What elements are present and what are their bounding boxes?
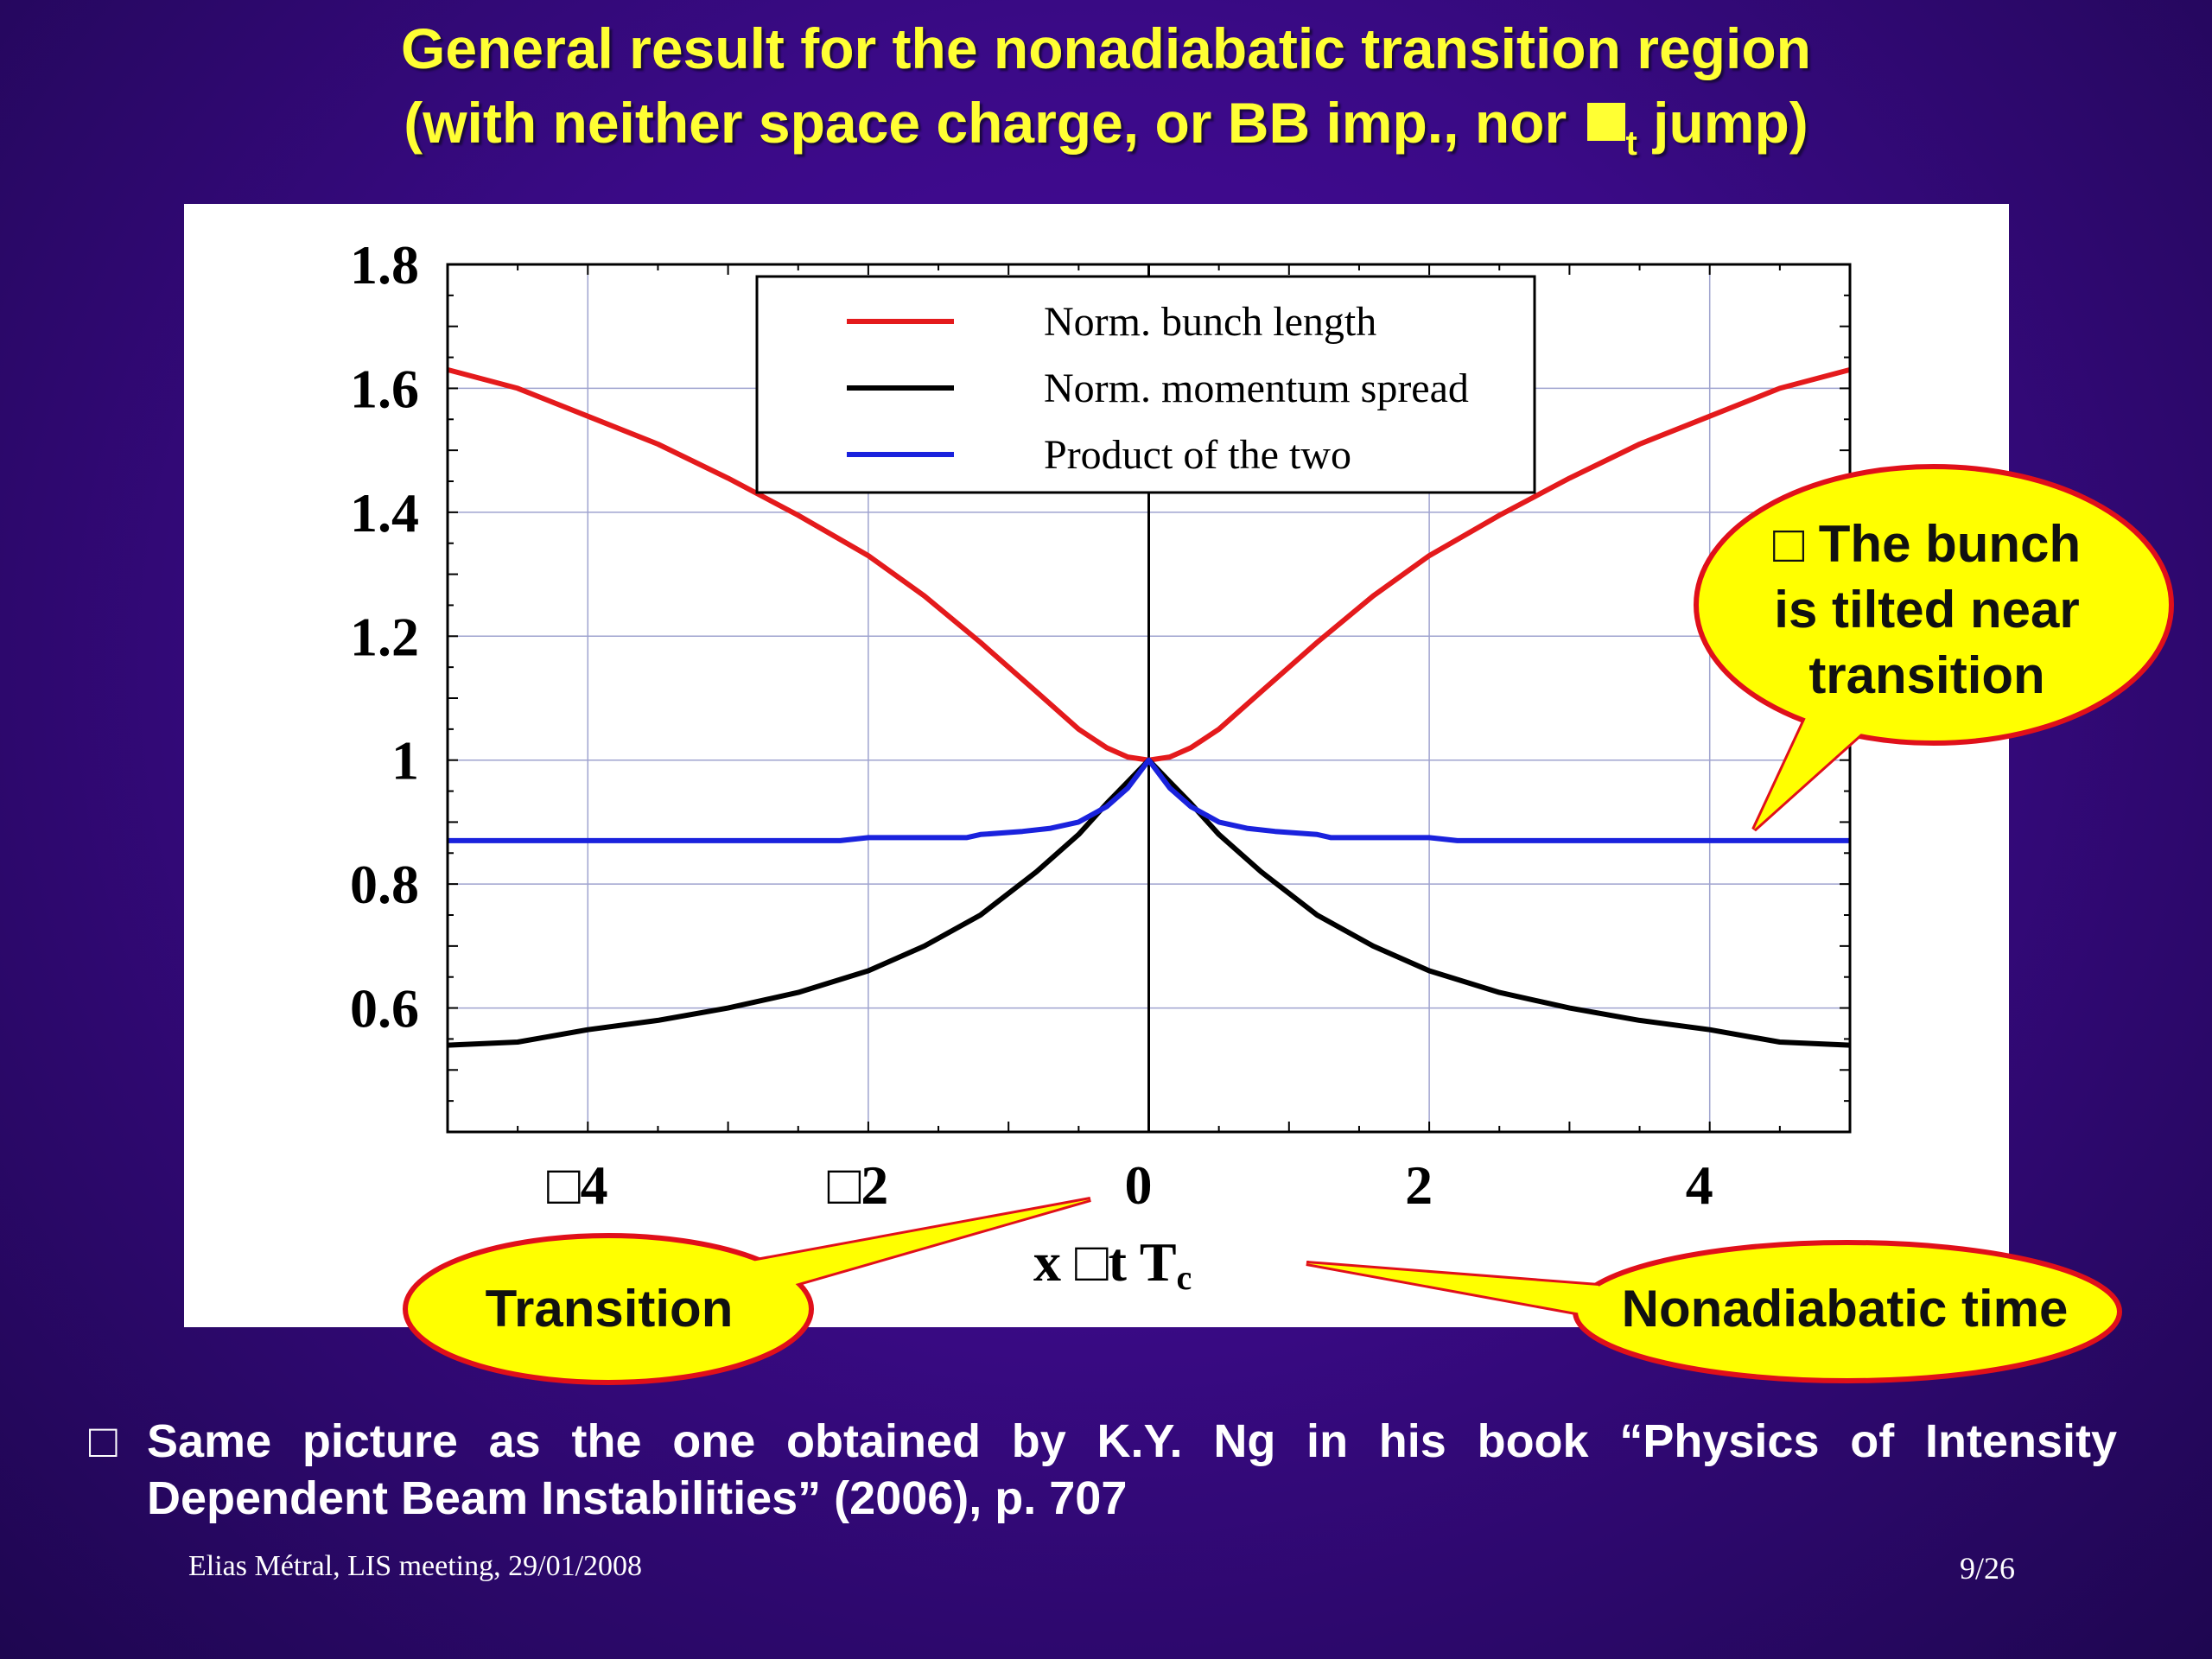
legend-label-2: Norm. momentum spread [1044,365,1469,411]
callout-transition-ellipse [403,1233,814,1385]
y-tick-label: 1.8 [350,234,419,296]
bullet-note: □ Same picture as the one obtained by K.… [89,1413,2117,1527]
gamma-square-glyph [1587,103,1626,141]
x-axis-label: x □t Tc [1033,1231,1192,1297]
x-axis-label-part: c [1177,1258,1192,1297]
legend-label-1: Norm. bunch length [1044,299,1376,345]
slide-title-line1: General result for the nonadiabatic tran… [401,16,1811,80]
footer-page-number: 9/26 [1960,1551,2016,1586]
callout-transition [403,1197,1091,1385]
callout-nonadiabatic-tail-fill [1306,1263,1609,1319]
slide-title-line2: (with neither space charge, or BB imp., … [0,90,2212,163]
x-axis-label-part: T [1127,1231,1177,1293]
x-tick-label: □4 [547,1154,608,1216]
callout-nonadiabatic [1306,1240,2122,1383]
x-axis-label-part: x [1033,1231,1061,1293]
bullet-text: Same picture as the one obtained by K.Y.… [147,1415,2117,1524]
x-tick-label: 2 [1405,1154,1433,1216]
title-subscript: t [1625,124,1637,162]
callout-nonadiabatic-text: Nonadiabatic time [1621,1280,2069,1338]
x-axis-label-part: t [1109,1231,1128,1293]
title-line2-pre: (with neither space charge, or BB imp., … [404,91,1583,155]
callout-tilt-line2: is tilted near [1774,581,2080,639]
legend-label-3: Product of the two [1044,432,1351,478]
callout-tilt-ellipse [1694,464,2174,746]
bullet-glyph: □ [89,1415,118,1467]
callout-tilt-tail-fill [1754,709,1879,830]
callout-tilt-line3: transition [1808,646,2045,704]
title-line2-post: jump) [1637,91,1808,155]
callout-transition-tail-fill [752,1199,1090,1289]
y-tick-label: 0.6 [350,978,419,1039]
series-line-3 [448,757,1850,843]
x-tick-label: □2 [828,1154,889,1216]
x-axis-label-part: □ [1061,1231,1109,1293]
callout-tilt [1694,464,2174,832]
x-tick-label: 4 [1686,1154,1713,1216]
footer-author: Elias Métral, LIS meeting, 29/01/2008 [188,1550,643,1582]
x-tick-label: 0 [1125,1154,1153,1216]
y-tick-label: 0.8 [350,854,419,915]
callout-tilt-text: □ The bunch is tilted near transition [1694,512,2160,709]
y-tick-label: 1.4 [350,482,419,543]
callout-transition-text: Transition [485,1280,734,1338]
y-tick-label: 1 [391,730,419,791]
callout-tilt-line1: □ The bunch [1772,515,2082,573]
y-tick-label: 1.2 [350,606,419,667]
y-tick-label: 1.6 [350,358,419,419]
